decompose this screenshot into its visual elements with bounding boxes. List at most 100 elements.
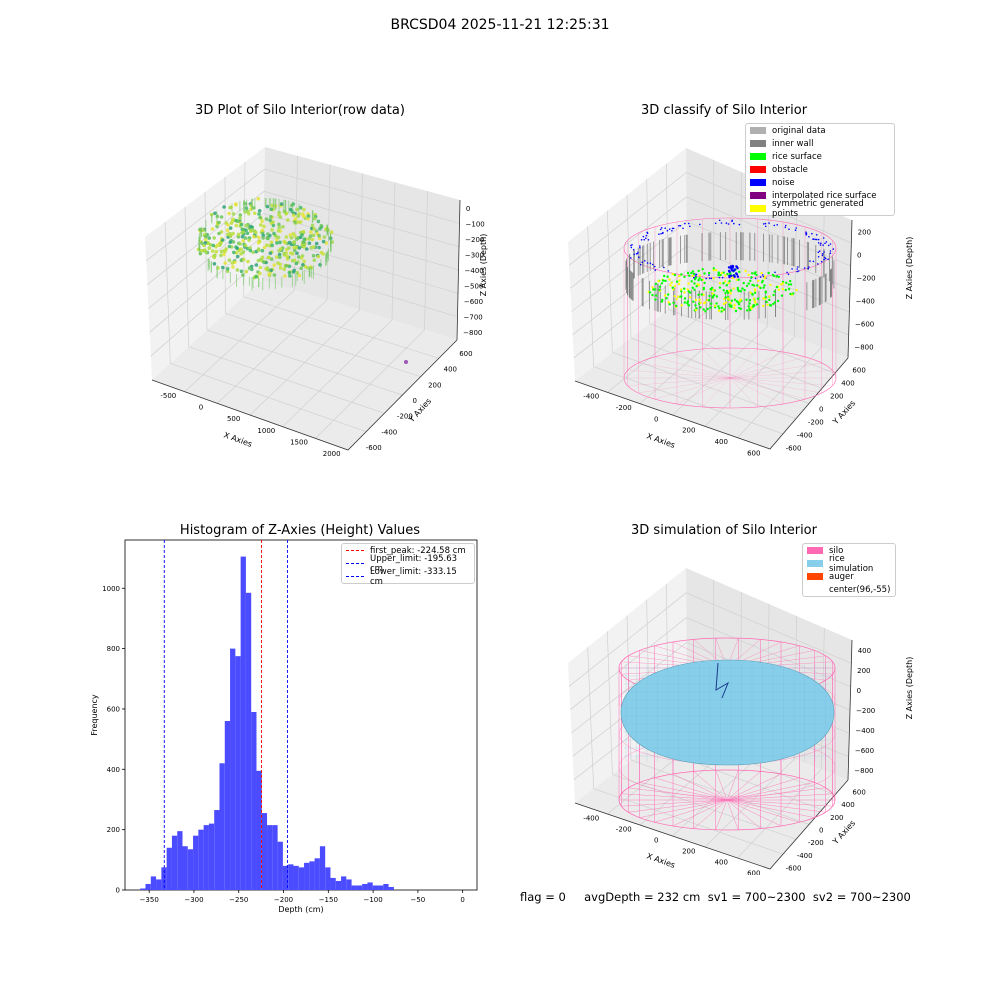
rice-point <box>689 296 692 299</box>
y-tick-label: -600 <box>366 444 382 452</box>
rice-point <box>777 275 780 279</box>
data-point <box>227 244 232 249</box>
rice-point <box>738 306 741 310</box>
data-point <box>321 252 325 256</box>
rice-point <box>724 296 727 299</box>
symmetric-swatch <box>750 205 766 212</box>
data-point <box>235 246 239 250</box>
noise-point <box>660 232 662 235</box>
data-point <box>223 261 228 265</box>
data-point <box>258 215 262 220</box>
data-point <box>231 240 236 244</box>
y-tick-label: 600 <box>107 705 120 713</box>
data-point <box>268 218 272 223</box>
legend-label: silo <box>829 545 844 556</box>
rice-point <box>680 290 683 293</box>
histogram-bar <box>341 876 347 890</box>
data-point <box>207 246 212 250</box>
rice-point <box>752 297 756 300</box>
data-point <box>260 248 265 253</box>
silo-wire <box>729 348 758 379</box>
rice-point <box>747 273 750 276</box>
rice-point <box>701 268 704 271</box>
noise-point <box>811 232 813 235</box>
data-point <box>247 266 252 270</box>
histogram-bar <box>219 763 225 890</box>
noise-point <box>653 265 656 268</box>
rice-point <box>651 286 654 289</box>
rice-point <box>748 302 751 305</box>
data-point <box>265 267 270 272</box>
data-point <box>291 270 296 274</box>
data-point <box>322 235 327 239</box>
z-tick-label: −800 <box>463 329 482 337</box>
data-point <box>287 240 292 245</box>
rice-point <box>678 279 681 282</box>
rice-point <box>707 271 711 275</box>
x-tick-label: −100 <box>363 896 382 904</box>
data-point <box>276 229 281 233</box>
data-point <box>234 250 239 255</box>
data-point <box>203 241 208 245</box>
data-point <box>240 234 245 239</box>
z-tick-label: 0 <box>857 252 861 260</box>
rice-point <box>720 310 723 313</box>
data-point <box>271 220 275 224</box>
y-tick-label: -400 <box>381 428 397 436</box>
noise-point <box>827 244 830 247</box>
silo-wire <box>729 377 822 394</box>
grid-line <box>737 347 822 438</box>
data-point <box>222 252 226 257</box>
rice-point <box>648 291 652 294</box>
noise-point <box>642 235 645 238</box>
rice-point <box>744 269 747 273</box>
rice-point <box>668 303 671 306</box>
data-point <box>316 254 321 259</box>
data-point <box>309 230 313 234</box>
histogram-bar <box>319 846 326 890</box>
noise-point <box>666 229 669 232</box>
rice-point <box>688 274 691 277</box>
rice-point <box>732 287 735 290</box>
rice-point <box>694 276 698 279</box>
rice-point <box>748 308 751 311</box>
z-tick-label: −700 <box>464 314 483 322</box>
histogram-bar <box>245 592 252 890</box>
data-point <box>293 220 297 224</box>
rice-point <box>672 301 675 304</box>
legend-item: original data <box>746 124 894 137</box>
data-point <box>214 249 219 254</box>
rice-point <box>724 291 727 295</box>
histogram-bar <box>282 865 289 890</box>
rice-point <box>722 282 725 285</box>
plot1-3d-raw-scatter: -5000500100015002000-600-400-20002004006… <box>145 147 488 458</box>
data-point <box>299 266 304 271</box>
y-tick-label: 600 <box>852 367 865 375</box>
data-point <box>244 269 249 274</box>
silo-wire <box>715 770 728 801</box>
data-point <box>234 223 239 228</box>
histogram-bar <box>267 825 273 890</box>
rice-point <box>724 301 728 304</box>
silo-wire <box>654 799 728 823</box>
rice-point <box>775 285 779 289</box>
data-point <box>234 203 238 207</box>
z-tick-label: 0 <box>857 687 861 695</box>
data-point <box>229 221 234 225</box>
silo-wire <box>729 362 822 379</box>
data-point <box>277 213 281 217</box>
data-point <box>276 261 280 265</box>
noise-point <box>817 251 820 254</box>
data-point <box>256 248 261 253</box>
data-point <box>285 257 290 261</box>
y-tick-label: 0 <box>116 887 120 895</box>
noise-point <box>684 222 686 225</box>
data-point <box>301 240 305 244</box>
grid-line <box>573 270 849 359</box>
data-point <box>208 242 213 247</box>
rice-point <box>654 298 657 301</box>
rice-point <box>675 280 679 283</box>
rice-point <box>753 291 757 294</box>
rice-point <box>730 305 733 309</box>
data-point <box>301 263 305 267</box>
